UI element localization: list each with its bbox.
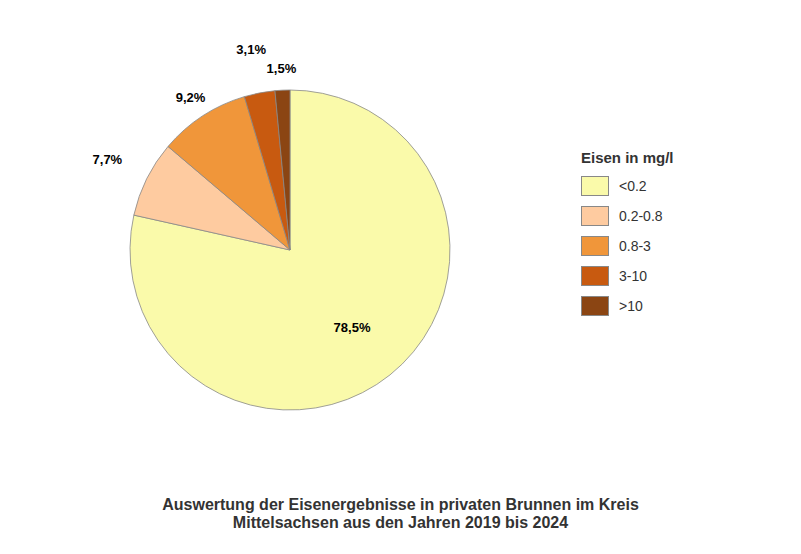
svg-text:3,1%: 3,1% [236,42,266,57]
svg-text:78,5%: 78,5% [334,320,371,335]
html-text:Auswertung der Eisenergebnisse: Auswertung der Eisenergebnisse in privat… [162,496,639,513]
html-text:3-10: 3-10 [619,267,647,284]
html-text:<0.2: <0.2 [619,177,647,194]
svg-text:1,5%: 1,5% [267,61,297,76]
html-text:0.8-3: 0.8-3 [619,237,651,254]
svg-text:9,2%: 9,2% [176,90,206,105]
html-text:0.2-0.8: 0.2-0.8 [619,207,663,224]
html-text:Mittelsachsen aus den Jahren 2: Mittelsachsen aus den Jahren 2019 bis 20… [232,514,569,531]
html-text:Eisen in mg/l: Eisen in mg/l [581,148,674,166]
svg-text:7,7%: 7,7% [93,152,123,167]
html-text:>10: >10 [619,297,643,314]
